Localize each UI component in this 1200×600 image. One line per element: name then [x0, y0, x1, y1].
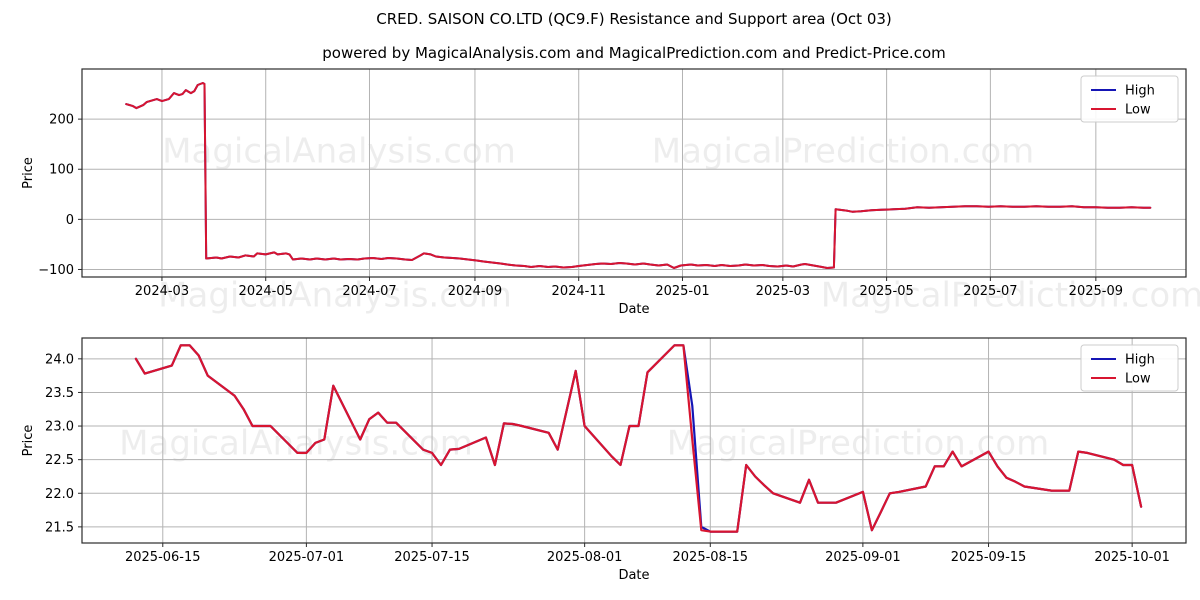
legend-high-label: High [1125, 84, 1155, 99]
chart-title: CRED. SAISON CO.LTD (QC9.F) Resistance a… [376, 10, 892, 28]
y-axis-label: Price [21, 425, 36, 457]
x-axis-label: Date [618, 568, 649, 583]
y-tick-label: −100 [38, 263, 74, 278]
x-tick-label: 2025-06-15 [125, 550, 201, 565]
x-tick-label: 2025-09-01 [825, 550, 901, 565]
watermark-text: MagicalAnalysis.com [158, 276, 512, 316]
x-tick-label: 2024-11 [552, 284, 606, 299]
tick-labels: 2024-03 2024-05 2024-07 2024-09 2024-11 2025-… [38, 113, 1123, 299]
plot-border [81, 68, 1187, 278]
x-tick-label: 2025-07 [963, 284, 1017, 299]
legend: High Low [1080, 344, 1179, 392]
legend: High Low [1080, 75, 1179, 123]
watermark-text: MagicalAnalysis.com [119, 424, 473, 464]
y-tick-label: 23.5 [45, 386, 74, 401]
x-tick-label: 2025-07-15 [394, 550, 470, 565]
legend-high-label: High [1125, 353, 1155, 368]
x-tick-label: 2025-01 [655, 284, 709, 299]
legend-low-label: Low [1125, 103, 1151, 118]
x-tick-label: 2024-07 [342, 284, 396, 299]
overview-chart: MagicalAnalysis.com MagicalPrediction.com… [21, 68, 1200, 317]
plot-border [81, 337, 1187, 544]
x-axis-label: Date [618, 302, 649, 317]
x-tick-label: 2025-09 [1069, 284, 1123, 299]
low-line [125, 82, 1152, 269]
y-tick-label: 100 [49, 163, 74, 178]
watermark-text: MagicalPrediction.com [652, 132, 1035, 172]
watermark-text: MagicalAnalysis.com [162, 132, 516, 172]
tick-labels: 2025-06-15 2025-07-01 2025-07-15 2025-08-01… [45, 352, 1170, 565]
y-axis-label: Price [21, 157, 36, 189]
x-tick-label: 2025-05 [859, 284, 913, 299]
y-tick-label: 22.0 [45, 487, 74, 502]
x-tick-label: 2024-05 [239, 284, 293, 299]
watermark-text: MagicalPrediction.com [821, 276, 1200, 316]
y-tick-label: 22.5 [45, 453, 74, 468]
grid [82, 69, 1186, 277]
x-tick-label: 2024-03 [135, 284, 189, 299]
x-tick-label: 2025-03 [756, 284, 810, 299]
x-tick-label: 2025-10-01 [1094, 550, 1170, 565]
y-tick-label: 24.0 [45, 352, 74, 367]
y-tick-label: 23.0 [45, 420, 74, 435]
x-tick-label: 2025-08-01 [547, 550, 623, 565]
watermark-text: MagicalPrediction.com [667, 424, 1050, 464]
chart-subtitle: powered by MagicalAnalysis.com and Magic… [322, 44, 946, 62]
x-tick-label: 2025-08-15 [673, 550, 749, 565]
x-tick-label: 2025-07-01 [269, 550, 345, 565]
x-tick-label: 2025-09-15 [951, 550, 1027, 565]
legend-low-label: Low [1125, 372, 1151, 387]
recent-detail-chart: MagicalAnalysis.com MagicalPrediction.com… [21, 337, 1187, 583]
high-line [125, 82, 1152, 269]
watermarks: MagicalAnalysis.com MagicalPrediction.com [119, 424, 1049, 464]
y-tick-label: 21.5 [45, 520, 74, 535]
y-tick-label: 0 [66, 213, 74, 228]
x-tick-label: 2024-09 [448, 284, 502, 299]
y-tick-label: 200 [49, 113, 74, 128]
watermarks: MagicalAnalysis.com MagicalPrediction.com… [158, 132, 1200, 316]
low-line [134, 344, 1143, 533]
